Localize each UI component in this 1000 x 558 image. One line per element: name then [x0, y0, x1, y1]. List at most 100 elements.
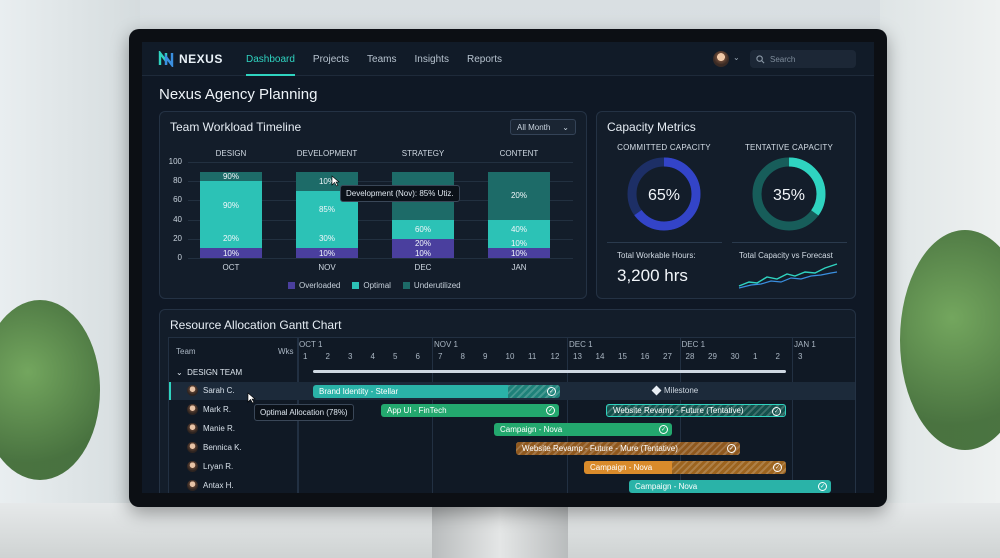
hours-value: 3,200 hrs: [617, 266, 688, 285]
avatar: [187, 461, 198, 472]
avatar: [187, 480, 198, 491]
day-label: 2: [325, 352, 330, 361]
nav-projects[interactable]: Projects: [312, 53, 350, 65]
team-member-row[interactable]: Lryan R.: [187, 461, 233, 472]
y-tick-label: 80: [173, 176, 182, 186]
team-member-row[interactable]: Manie R.: [187, 423, 235, 434]
workload-title: Team Workload Timeline: [170, 120, 302, 134]
tentative-hatch: [607, 405, 785, 416]
day-label: 1: [753, 352, 758, 361]
grid-line: [188, 219, 573, 221]
bar-segment[interactable]: 90%: [200, 181, 262, 230]
x-tick-label: JAN: [511, 263, 527, 272]
divider: [732, 242, 847, 243]
day-label: 12: [550, 352, 560, 361]
capacity-card: Capacity Metrics COMMITTED CAPACITY TENT…: [596, 111, 856, 299]
gantt-bar-label: Website Revamp - Future - Mure (Tentativ…: [522, 444, 678, 453]
member-name: Sarah C.: [203, 386, 235, 395]
forecast-label: Total Capacity vs Forecast: [739, 251, 833, 260]
chevron-down-icon: ⌄: [562, 122, 569, 132]
bar-segment[interactable]: 10%: [488, 238, 550, 249]
milestone-diamond-icon: [651, 385, 662, 396]
chevron-down-icon: ⌄: [176, 368, 183, 377]
month-label: JAN 1: [794, 340, 816, 349]
day-label: 5: [393, 352, 398, 361]
team-member-row[interactable]: Mark R.: [187, 404, 231, 415]
member-name: Antax H.: [203, 481, 234, 490]
team-member-row[interactable]: Antax H.: [187, 480, 234, 491]
grid-line: [188, 162, 573, 163]
bar-segment[interactable]: 10%: [488, 248, 550, 258]
grid-line: [188, 238, 573, 240]
legend-optimal: Optimal: [352, 281, 391, 290]
gantt-bar-label: Campaign - Nova: [635, 482, 698, 491]
column-header: STRATEGY: [401, 149, 445, 158]
avatar: [187, 423, 198, 434]
tentative-hatch: [672, 461, 786, 474]
gantt-bar[interactable]: App UI - FinTech ✓: [381, 404, 559, 417]
brand-name: NEXUS: [179, 52, 223, 66]
milestone[interactable]: Milestone: [651, 385, 698, 396]
gantt-bar[interactable]: Campaign - Nova ✓: [494, 423, 672, 436]
hours-label: Total Workable Hours:: [617, 251, 696, 260]
nav-dashboard[interactable]: Dashboard: [246, 42, 295, 76]
gantt-bar-label: App UI - FinTech: [387, 406, 447, 415]
bar-segment[interactable]: 10%: [392, 248, 454, 258]
design-team-group[interactable]: ⌄ DESIGN TEAM: [176, 368, 243, 377]
team-member-row[interactable]: Sarah C.: [187, 385, 235, 396]
app-screen: NEXUS Dashboard Projects Teams Insights …: [142, 42, 874, 493]
avatar: [187, 404, 198, 415]
search-input[interactable]: Search: [750, 50, 856, 68]
gantt-title: Resource Allocation Gantt Chart: [170, 318, 342, 332]
gantt-bar-label: Website Revamp - Future (Tentative): [613, 406, 744, 415]
nav-teams[interactable]: Teams: [367, 53, 397, 65]
bar-segment[interactable]: 20%: [488, 171, 550, 220]
workload-card: Team Workload Timeline All Month ⌄ 0 20 40…: [159, 111, 587, 299]
bar-segment[interactable]: 20%: [200, 229, 262, 249]
user-avatar[interactable]: [713, 51, 729, 67]
bar-segment[interactable]: 60%: [392, 219, 454, 239]
month-divider: [567, 338, 568, 493]
bar-segment[interactable]: 20%: [392, 238, 454, 249]
bar-segment[interactable]: 90%: [200, 171, 262, 182]
page-title: Nexus Agency Planning: [159, 86, 318, 103]
month-filter-dropdown[interactable]: All Month ⌄: [510, 119, 576, 135]
month-filter-value: All Month: [517, 122, 551, 132]
workload-chart: 0 20 40 60 80 100 DESIGN 10% 20% 90% 90% OCT DEVELOP…: [160, 112, 588, 300]
legend-overloaded: Overloaded: [288, 281, 340, 290]
bar-segment[interactable]: 10%: [296, 248, 358, 258]
gantt-bar[interactable]: Campaign - Nova ✓: [629, 480, 831, 493]
team-header: Team: [176, 347, 196, 356]
grid-line: [188, 181, 573, 183]
status-check-icon: ✓: [547, 387, 556, 396]
bar-segment[interactable]: 10%: [200, 248, 262, 258]
x-tick-label: DEC: [414, 263, 432, 272]
status-check-icon: ✓: [818, 482, 827, 491]
committed-donut: 65%: [627, 157, 701, 231]
nav-reports[interactable]: Reports: [466, 53, 502, 65]
search-icon: [756, 54, 765, 63]
team-member-row[interactable]: Bennica K.: [187, 442, 242, 453]
gantt-bar[interactable]: Campaign - Nova ✓: [584, 461, 786, 474]
mouse-cursor-icon: [247, 392, 256, 404]
day-label: 9: [483, 352, 488, 361]
day-label: 2: [775, 352, 780, 361]
chevron-down-icon[interactable]: ⌄: [733, 53, 740, 62]
status-check-icon: ✓: [659, 425, 668, 434]
x-tick-label: NOV: [318, 263, 336, 272]
gantt-bar-label: Brand Identity - Stellar: [319, 387, 399, 396]
column-header: DEVELOPMENT: [296, 149, 358, 158]
gantt-bar[interactable]: Website Revamp - Future - Mure (Tentativ…: [516, 442, 740, 455]
bar-segment[interactable]: 40%: [488, 219, 550, 239]
brand-logo[interactable]: NEXUS: [158, 51, 223, 67]
gantt-bar[interactable]: Brand Identity - Stellar ✓: [313, 385, 560, 398]
nav-insights[interactable]: Insights: [414, 53, 449, 65]
bar-segment[interactable]: 30%: [296, 229, 358, 249]
status-check-icon: ✓: [772, 407, 781, 416]
gantt-bar[interactable]: Website Revamp - Future (Tentative) ✓: [606, 404, 786, 417]
status-check-icon: ✓: [773, 463, 782, 472]
tentative-label: TENTATIVE CAPACITY: [744, 143, 834, 152]
day-label: 16: [640, 352, 650, 361]
wks-header: Wks: [278, 347, 294, 356]
